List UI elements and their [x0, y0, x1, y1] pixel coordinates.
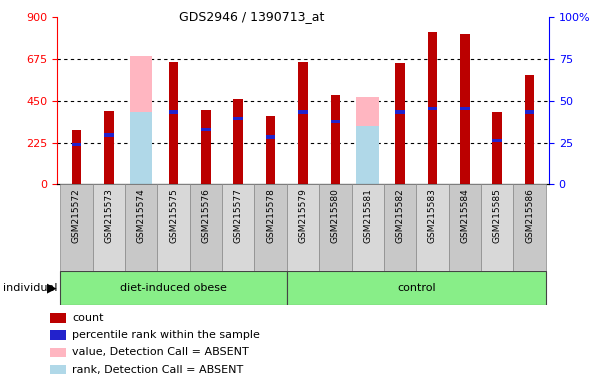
Bar — [60, 271, 287, 305]
Bar — [481, 184, 514, 278]
Bar — [460, 34, 470, 184]
Bar — [125, 184, 157, 278]
Text: rank, Detection Call = ABSENT: rank, Detection Call = ABSENT — [72, 365, 243, 375]
Text: individual: individual — [3, 283, 58, 293]
Text: GSM215582: GSM215582 — [395, 188, 404, 243]
Bar — [460, 106, 470, 110]
Bar — [416, 184, 449, 278]
Bar — [190, 184, 222, 278]
Bar — [201, 110, 211, 184]
Bar — [287, 271, 546, 305]
Bar — [201, 128, 211, 131]
Bar — [449, 184, 481, 278]
Bar — [130, 56, 152, 184]
Bar — [352, 184, 384, 278]
Text: GSM215586: GSM215586 — [525, 188, 534, 243]
Text: diet-induced obese: diet-induced obese — [120, 283, 227, 293]
Bar — [130, 112, 152, 184]
Text: GSM215575: GSM215575 — [169, 188, 178, 243]
Bar — [384, 184, 416, 278]
Bar — [331, 95, 340, 184]
Text: GSM215574: GSM215574 — [137, 188, 146, 243]
Bar — [298, 110, 308, 114]
Text: GSM215579: GSM215579 — [299, 188, 308, 243]
Text: count: count — [72, 313, 104, 323]
Text: GSM215583: GSM215583 — [428, 188, 437, 243]
Bar — [104, 111, 113, 184]
Bar — [266, 116, 275, 184]
Bar — [233, 117, 243, 120]
Bar — [428, 106, 437, 110]
Bar — [298, 62, 308, 184]
Bar — [60, 184, 92, 278]
Text: GSM215581: GSM215581 — [363, 188, 372, 243]
Bar — [50, 365, 65, 374]
Text: ▶: ▶ — [47, 281, 56, 295]
Bar — [514, 184, 546, 278]
Bar — [169, 62, 178, 184]
Text: GSM215578: GSM215578 — [266, 188, 275, 243]
Text: GSM215580: GSM215580 — [331, 188, 340, 243]
Bar — [525, 110, 535, 114]
Bar — [104, 134, 113, 137]
Text: GSM215572: GSM215572 — [72, 188, 81, 243]
Bar — [287, 184, 319, 278]
Bar — [356, 126, 379, 184]
Text: GSM215577: GSM215577 — [234, 188, 243, 243]
Text: percentile rank within the sample: percentile rank within the sample — [72, 330, 260, 340]
Bar — [525, 75, 535, 184]
Bar — [356, 97, 379, 184]
Bar — [157, 184, 190, 278]
Bar — [233, 99, 243, 184]
Bar — [395, 110, 405, 114]
Bar — [319, 184, 352, 278]
Text: GDS2946 / 1390713_at: GDS2946 / 1390713_at — [179, 10, 325, 23]
Text: value, Detection Call = ABSENT: value, Detection Call = ABSENT — [72, 348, 249, 358]
Bar — [71, 131, 81, 184]
Bar — [266, 135, 275, 139]
Bar — [92, 184, 125, 278]
Bar — [169, 110, 178, 114]
Bar — [331, 119, 340, 123]
Bar — [71, 143, 81, 146]
Bar — [254, 184, 287, 278]
Text: control: control — [397, 283, 436, 293]
Bar — [493, 139, 502, 142]
Text: GSM215573: GSM215573 — [104, 188, 113, 243]
Text: GSM215585: GSM215585 — [493, 188, 502, 243]
Bar — [50, 348, 65, 357]
Text: GSM215584: GSM215584 — [460, 188, 469, 243]
Bar — [395, 63, 405, 184]
Text: GSM215576: GSM215576 — [202, 188, 211, 243]
Bar — [50, 313, 65, 323]
Bar — [222, 184, 254, 278]
Bar — [50, 330, 65, 340]
Bar — [493, 112, 502, 184]
Bar — [428, 32, 437, 184]
